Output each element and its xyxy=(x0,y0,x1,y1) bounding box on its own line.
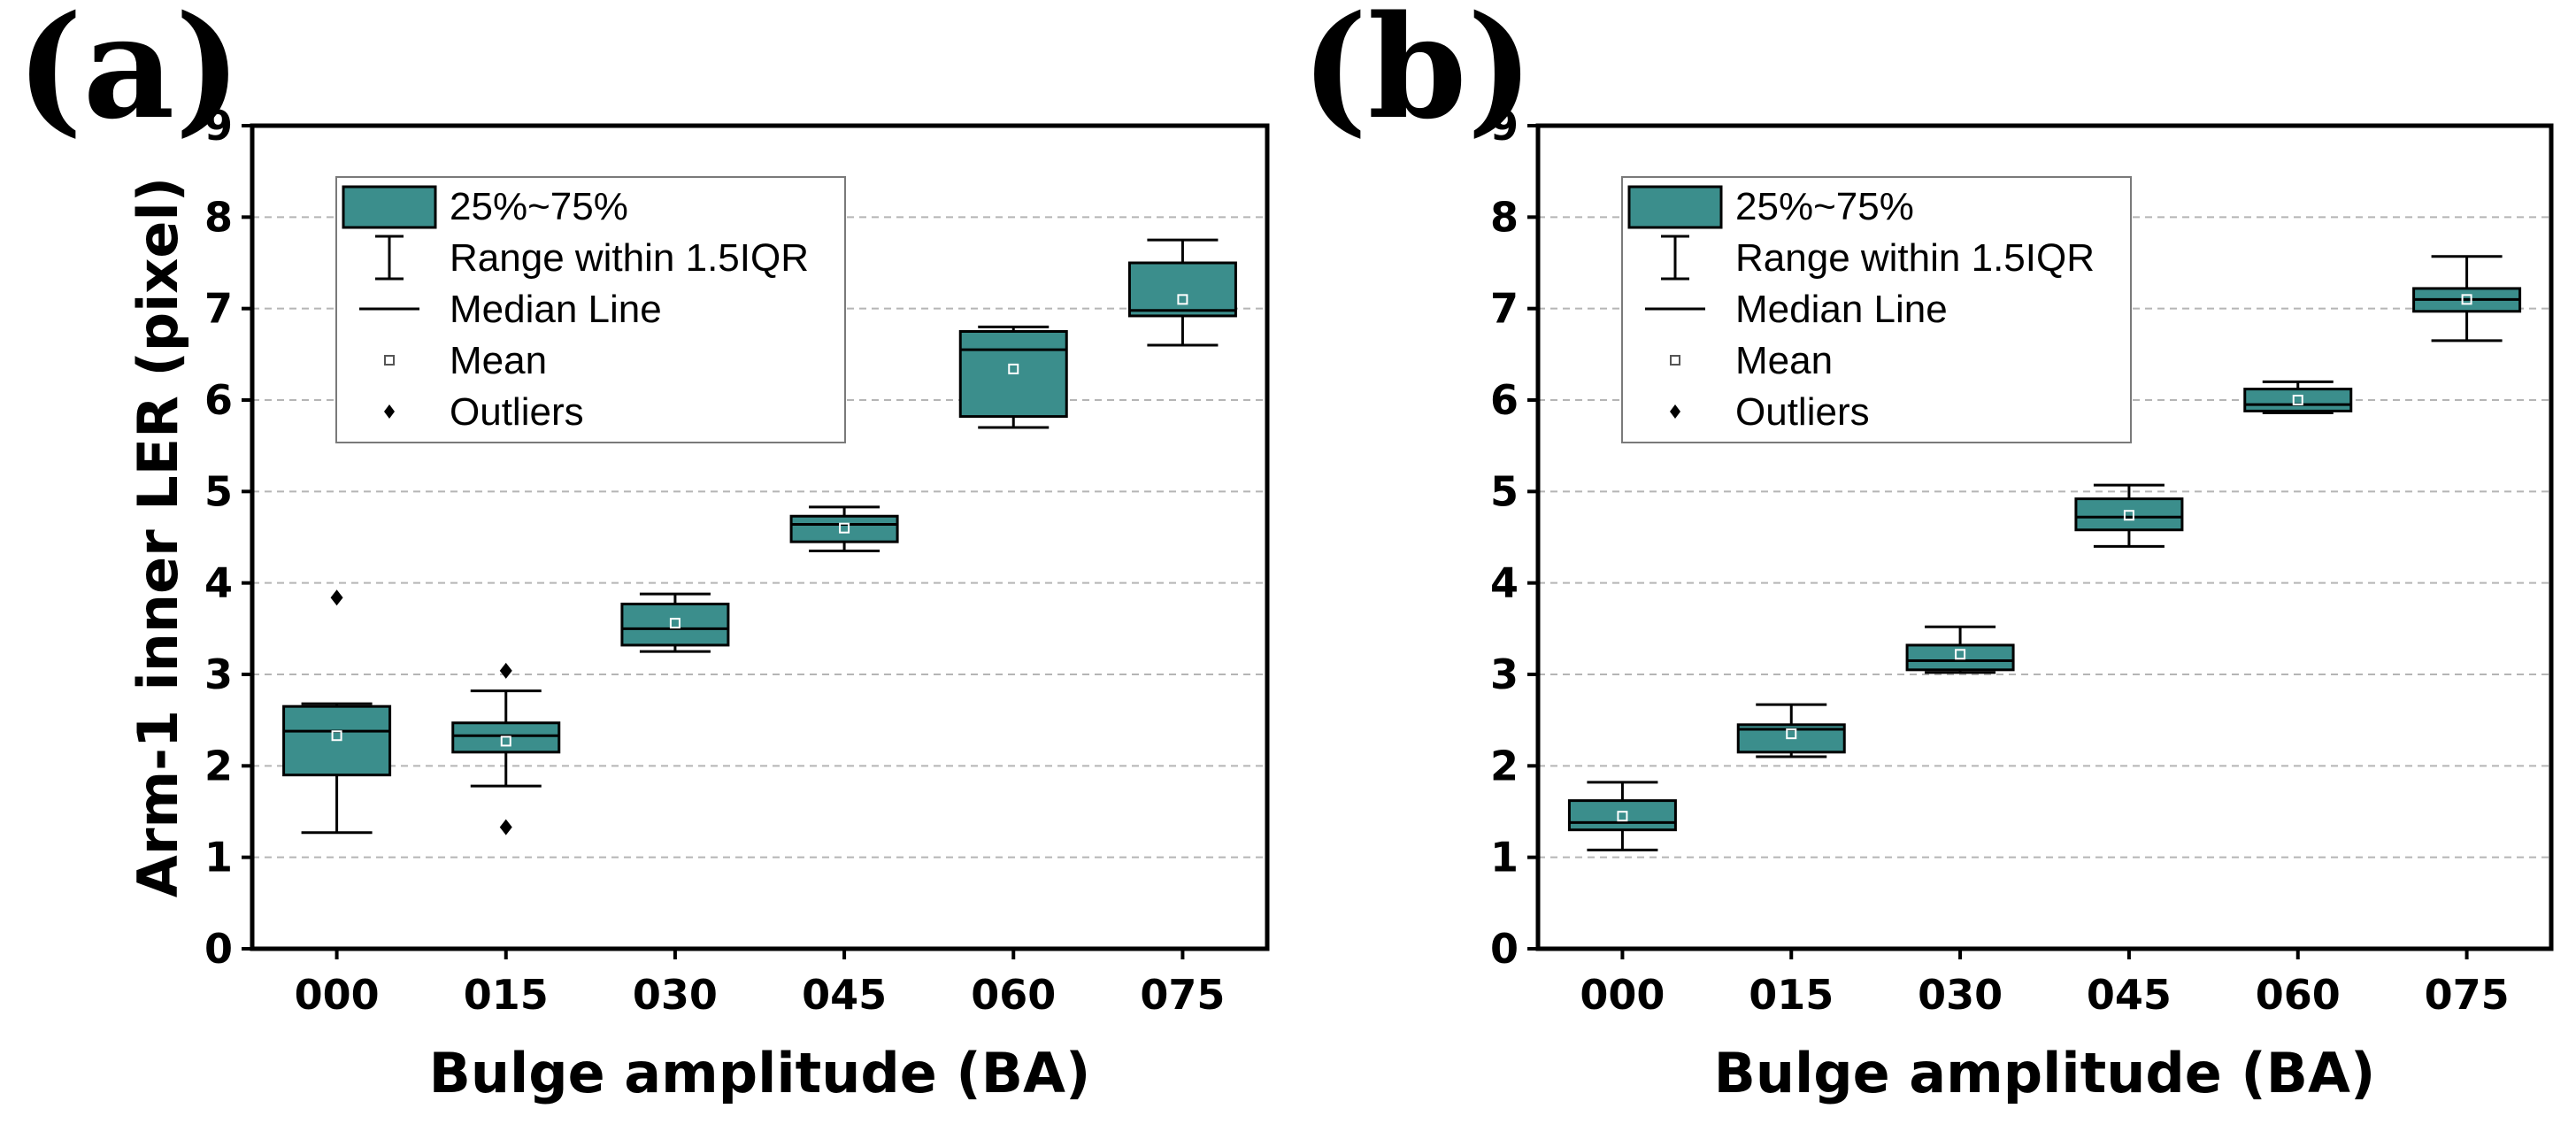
y-tick-label: 3 xyxy=(204,651,233,698)
outlier-point xyxy=(499,819,512,835)
legend-label: Range within 1.5IQR xyxy=(450,236,809,280)
y-tick-label: 4 xyxy=(204,559,233,607)
legend: 25%~75% Range within 1.5IQR Median Line Mea… xyxy=(1621,176,2132,443)
box-045 xyxy=(789,505,899,552)
outlier-point xyxy=(499,662,512,679)
legend-label: Range within 1.5IQR xyxy=(1735,236,2095,280)
mean-marker xyxy=(331,730,342,742)
legend-iqr-swatch xyxy=(342,185,437,229)
box-015 xyxy=(1736,703,1846,758)
y-tick-label: 9 xyxy=(204,102,233,150)
y-tick-label: 6 xyxy=(1490,376,1519,424)
x-tick-label: 030 xyxy=(1918,971,2003,1019)
legend-label: Mean xyxy=(1735,339,1833,382)
x-tick-label: 060 xyxy=(971,971,1056,1019)
box-075 xyxy=(1127,238,1237,347)
y-tick-label: 7 xyxy=(204,285,233,333)
iqr-box xyxy=(1905,643,2015,672)
panel-label: (b) xyxy=(1301,0,1534,150)
x-tick-label: 075 xyxy=(2425,971,2510,1019)
iqr-box xyxy=(1127,261,1237,318)
legend: 25%~75% Range within 1.5IQR Median Line Mea… xyxy=(335,176,846,443)
outlier-point xyxy=(330,589,343,606)
chart-panel-2: 0 1 2 3 4 5 6 7 8 9 000 015 030 045 060 075 Bulge amplit… xyxy=(1301,0,2554,1105)
y-tick-label: 7 xyxy=(1490,285,1519,333)
box-000 xyxy=(282,589,392,835)
mean-marker xyxy=(1008,363,1019,374)
plot-frame xyxy=(250,123,1270,951)
x-tick-label: 075 xyxy=(1140,971,1225,1019)
y-tick-label: 1 xyxy=(204,834,233,881)
y-tick-label: 1 xyxy=(1490,834,1519,881)
legend-label: Median Line xyxy=(450,288,662,331)
chart-panel-1: 0 1 2 3 4 5 6 7 8 9 000 015 030 045 060 075 Bulge amplit… xyxy=(16,0,1270,1105)
x-tick-label: 030 xyxy=(633,971,718,1019)
legend-label: 25%~75% xyxy=(450,185,628,228)
box-060 xyxy=(958,325,1068,429)
x-tick-label: 000 xyxy=(295,971,380,1019)
box-045 xyxy=(2074,483,2184,548)
x-axis-title: Bulge amplitude (BA) xyxy=(429,1041,1091,1105)
plot-frame xyxy=(1535,123,2554,951)
legend-mean-icon xyxy=(1670,355,1680,366)
panel-label: (a) xyxy=(16,0,242,150)
x-tick-label: 000 xyxy=(1580,971,1665,1019)
mean-marker xyxy=(2292,395,2303,405)
y-tick-label: 9 xyxy=(1490,102,1519,150)
y-tick-label: 2 xyxy=(204,742,233,789)
x-axis-title: Bulge amplitude (BA) xyxy=(1714,1041,2376,1105)
legend-outlier-icon xyxy=(384,404,395,419)
x-tick-label: 015 xyxy=(464,971,549,1019)
mean-marker xyxy=(2123,510,2134,521)
y-tick-label: 8 xyxy=(204,193,233,241)
box-030 xyxy=(620,592,730,653)
y-tick-label: 0 xyxy=(204,925,233,973)
legend-label: 25%~75% xyxy=(1735,185,1914,228)
y-tick-label: 5 xyxy=(1490,467,1519,515)
box-060 xyxy=(2243,380,2353,414)
legend-label: Outliers xyxy=(1735,390,1870,434)
legend-outlier-icon xyxy=(1670,404,1680,419)
mean-marker xyxy=(500,735,511,747)
mean-marker xyxy=(1177,294,1188,305)
y-axis-title: Arm-1 inner LER (pixel) xyxy=(126,177,190,897)
mean-marker xyxy=(839,522,850,534)
box-000 xyxy=(1567,781,1677,851)
iqr-box xyxy=(2074,497,2184,532)
legend-label: Mean xyxy=(450,339,547,382)
x-tick-label: 045 xyxy=(802,971,887,1019)
y-tick-label: 8 xyxy=(1490,193,1519,241)
x-tick-label: 015 xyxy=(1749,971,1834,1019)
y-tick-label: 0 xyxy=(1490,925,1519,973)
iqr-box xyxy=(620,602,730,647)
legend-label: Median Line xyxy=(1735,288,1948,331)
legend-iqr-swatch xyxy=(1627,185,1723,229)
box-075 xyxy=(2412,255,2522,343)
y-tick-label: 6 xyxy=(204,376,233,424)
y-tick-label: 2 xyxy=(1490,742,1519,789)
x-tick-label: 045 xyxy=(2087,971,2172,1019)
mean-marker xyxy=(2461,294,2472,305)
y-tick-label: 3 xyxy=(1490,651,1519,698)
y-tick-label: 5 xyxy=(204,467,233,515)
x-tick-label: 060 xyxy=(2256,971,2341,1019)
iqr-box xyxy=(2243,388,2353,412)
legend-mean-icon xyxy=(384,355,395,366)
mean-marker xyxy=(1617,811,1628,822)
iqr-box xyxy=(1567,799,1677,832)
iqr-box xyxy=(789,514,899,543)
legend-label: Outliers xyxy=(450,390,584,434)
y-tick-label: 4 xyxy=(1490,559,1519,607)
box-030 xyxy=(1905,625,2015,674)
box-015 xyxy=(451,662,561,835)
mean-marker xyxy=(669,618,681,629)
mean-marker xyxy=(1955,649,1966,660)
mean-marker xyxy=(1786,728,1797,740)
